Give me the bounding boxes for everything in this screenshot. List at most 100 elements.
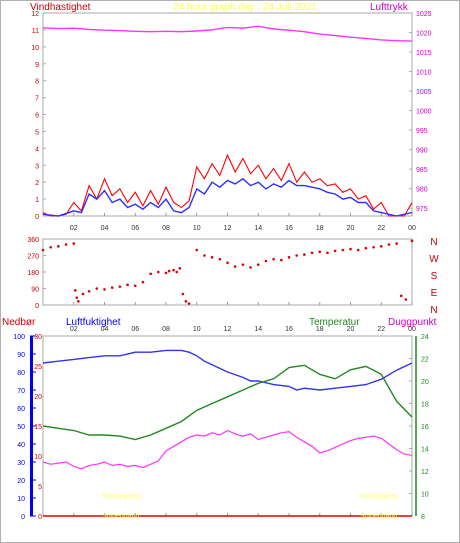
wind-direction-point <box>157 270 160 274</box>
compass-label: S <box>431 271 438 282</box>
panel1-left-tick-label: 10 <box>31 45 39 52</box>
wind-direction-point <box>72 242 76 245</box>
panel1-xtick-label: 00 <box>408 225 416 232</box>
rain-tick-label: 0 <box>21 514 25 521</box>
wind-direction-point <box>172 268 175 272</box>
panel1-right-tick-label: 1010 <box>416 70 432 77</box>
wind-direction-point <box>184 300 188 303</box>
humidity-tick-label: 25 <box>34 364 42 371</box>
dewpoint-line <box>42 429 413 470</box>
panel2-left-tick-label: 180 <box>27 270 39 277</box>
wind-direction-point <box>149 272 152 276</box>
panel3-xtick-label: 12 <box>224 326 232 333</box>
panel3-xtick-label: 02 <box>70 326 78 333</box>
rain-tick-label: 70 <box>17 388 25 395</box>
wind-direction-point <box>287 256 291 259</box>
wind-direction-point <box>103 288 106 291</box>
wind-direction-point <box>49 245 52 249</box>
wind-direction-point <box>241 263 245 266</box>
rain-tick-label: 30 <box>17 460 25 467</box>
panel1-left-tick-label: 4 <box>35 146 39 153</box>
wind-direction-point <box>75 296 79 299</box>
wind-direction-point <box>387 243 391 246</box>
temp-tick-label: 12 <box>421 469 429 476</box>
panel1-right-tick-label: 1000 <box>416 109 432 116</box>
header-right-label: Lufttrykk <box>370 2 409 13</box>
panel1-xtick-label: 16 <box>285 225 293 232</box>
wind-direction-point <box>303 253 306 256</box>
temp-tick-label: 10 <box>421 492 429 499</box>
pressure-line <box>42 25 413 42</box>
temp-tick-label: 14 <box>421 447 429 454</box>
wind-direction-point <box>356 248 360 252</box>
panel1-left-tick-label: 9 <box>35 62 39 69</box>
humidity-tick-label: 20 <box>34 394 42 401</box>
panel3-xtick-label: 08 <box>162 326 170 333</box>
panel1-plot-area <box>42 12 413 217</box>
panel1-left-tick-label: 5 <box>35 129 39 136</box>
panel3-xtick-label: 16 <box>285 326 293 333</box>
temp-tick-label: 8 <box>421 514 425 521</box>
temp-tick-label: 18 <box>421 402 429 409</box>
panel2-left-tick-label: 360 <box>27 237 39 244</box>
panel1-right-tick-label: 1015 <box>416 50 432 57</box>
compass-label: E <box>431 288 438 299</box>
wind-direction-point <box>379 245 383 248</box>
panel3-xtick-label: 00 <box>408 326 416 333</box>
compass-label: N <box>430 237 437 248</box>
wind-direction-point <box>404 298 408 301</box>
wind-direction-point <box>41 248 45 252</box>
wind-direction-point <box>395 242 398 245</box>
wind-direction-point <box>133 284 137 288</box>
wind-direction-point <box>364 246 368 250</box>
panel2-left-tick-label: 0 <box>35 303 39 310</box>
wind-direction-point <box>256 263 260 266</box>
wind-direction-point <box>87 289 91 293</box>
wind-direction-point <box>210 256 214 259</box>
wind-direction-point <box>349 247 352 251</box>
panel1-xtick-label: 12 <box>224 225 232 232</box>
humidity-tick-label: 0 <box>38 514 42 521</box>
wind-direction-point <box>203 254 206 257</box>
wind-direction-point <box>64 243 68 246</box>
rain-tick-label: 60 <box>17 406 25 413</box>
panel3-xtick-label: 20 <box>347 326 355 333</box>
wind-direction-point <box>249 266 252 269</box>
panel1-left-tick-label: 12 <box>31 11 39 18</box>
wind-direction-point <box>226 261 229 265</box>
chart-title: 24 hour graph day : 24 Juli 2021 <box>173 2 317 13</box>
panel1-right-tick-label: 995 <box>416 128 428 135</box>
wind-direction-point <box>272 257 275 261</box>
wind-direction-point <box>372 245 375 249</box>
panel1-xtick-label: 10 <box>193 225 201 232</box>
temp-tick-label: 24 <box>421 334 429 341</box>
temperature-line <box>42 364 413 441</box>
panel1-xtick-label: 22 <box>377 225 385 232</box>
dewpoint-axis-label: Duggpunkt <box>388 317 437 328</box>
wind-direction-point <box>218 257 222 261</box>
sunrise-label: Soloppgang <box>102 493 139 500</box>
panel1-xtick-label: 02 <box>70 225 78 232</box>
wind-speed-line <box>42 153 413 217</box>
panel2-plot-area <box>42 238 413 306</box>
panel1-right-tick-label: 985 <box>416 167 428 174</box>
humidity-tick-label: 30 <box>34 334 42 341</box>
rain-tick-label: 90 <box>17 352 25 359</box>
panel1-left-tick-label: 3 <box>35 163 39 170</box>
wind-direction-point <box>326 251 329 255</box>
panel1-right-tick-label: 1005 <box>416 89 432 96</box>
panel2-left-tick-label: 90 <box>31 287 39 294</box>
panel1-left-tick-label: 7 <box>35 96 39 103</box>
wind-direction-point <box>333 249 337 253</box>
temperature-axis-label: Temperatur <box>309 317 360 328</box>
panel3-xtick-label: 14 <box>254 326 262 333</box>
wind-direction-point <box>341 248 345 252</box>
wind-direction-point <box>81 292 85 296</box>
header-left-label: Vindhastighet <box>30 2 91 13</box>
panel1-xtick-label: 06 <box>131 225 139 232</box>
wind-direction-point <box>175 270 179 274</box>
humidity-tick-label: 5 <box>38 484 42 491</box>
wind-direction-point <box>410 239 414 243</box>
wind-direction-point <box>167 269 171 273</box>
